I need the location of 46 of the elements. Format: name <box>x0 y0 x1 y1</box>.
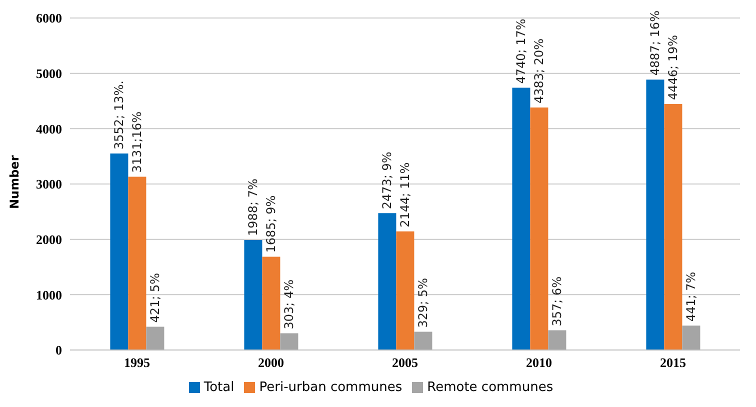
bar <box>110 153 128 350</box>
bar <box>530 107 548 350</box>
data-label: 1988; 7% <box>246 178 260 236</box>
data-label: 421; 5% <box>148 272 162 323</box>
legend-label: Peri-urban communes <box>259 380 402 395</box>
y-axis-title: Number <box>7 155 22 209</box>
data-label: 357; 6% <box>550 276 564 326</box>
y-tick-label: 6000 <box>36 10 62 26</box>
data-label: 441; 7% <box>684 272 698 322</box>
bar <box>378 213 396 350</box>
bar <box>244 240 262 350</box>
data-label: 1685; 9% <box>264 195 278 253</box>
bar <box>128 176 146 350</box>
data-label: 3131;16% <box>130 111 144 173</box>
y-tick-label: 0 <box>56 342 62 358</box>
bar <box>262 256 280 350</box>
legend-label: Remote communes <box>427 380 554 395</box>
data-label: 4383; 20% <box>532 38 546 104</box>
x-tick-label: 2005 <box>392 355 418 370</box>
y-tick-label: 3000 <box>36 176 62 192</box>
data-label: 303; 4% <box>282 279 296 330</box>
bar <box>146 326 164 350</box>
data-label: 4887; 16% <box>648 10 662 76</box>
bar <box>396 231 414 350</box>
x-tick-label: 1995 <box>124 355 150 370</box>
data-label: 4740; 17% <box>514 18 528 84</box>
y-tick-label: 4000 <box>36 121 62 136</box>
bar <box>414 332 432 350</box>
legend-label: Total <box>204 380 234 395</box>
bar <box>664 104 682 350</box>
bar <box>280 333 298 350</box>
x-tick-label: 2015 <box>660 355 686 370</box>
bar <box>548 330 566 350</box>
data-label: 329; 5% <box>416 278 430 328</box>
data-label: 2144; 11% <box>398 162 412 228</box>
x-tick-label: 2010 <box>526 355 552 370</box>
y-tick-label: 5000 <box>36 66 62 81</box>
data-label: 3552; 13%. <box>112 80 126 150</box>
x-tick-label: 2000 <box>258 355 284 370</box>
bar <box>646 80 664 350</box>
data-label: 4446; 19% <box>666 34 680 100</box>
y-tick-label: 1000 <box>36 287 62 302</box>
data-label: 2473; 9% <box>380 152 394 210</box>
bar <box>512 88 530 350</box>
y-tick-label: 2000 <box>36 232 62 247</box>
bar <box>682 326 700 350</box>
